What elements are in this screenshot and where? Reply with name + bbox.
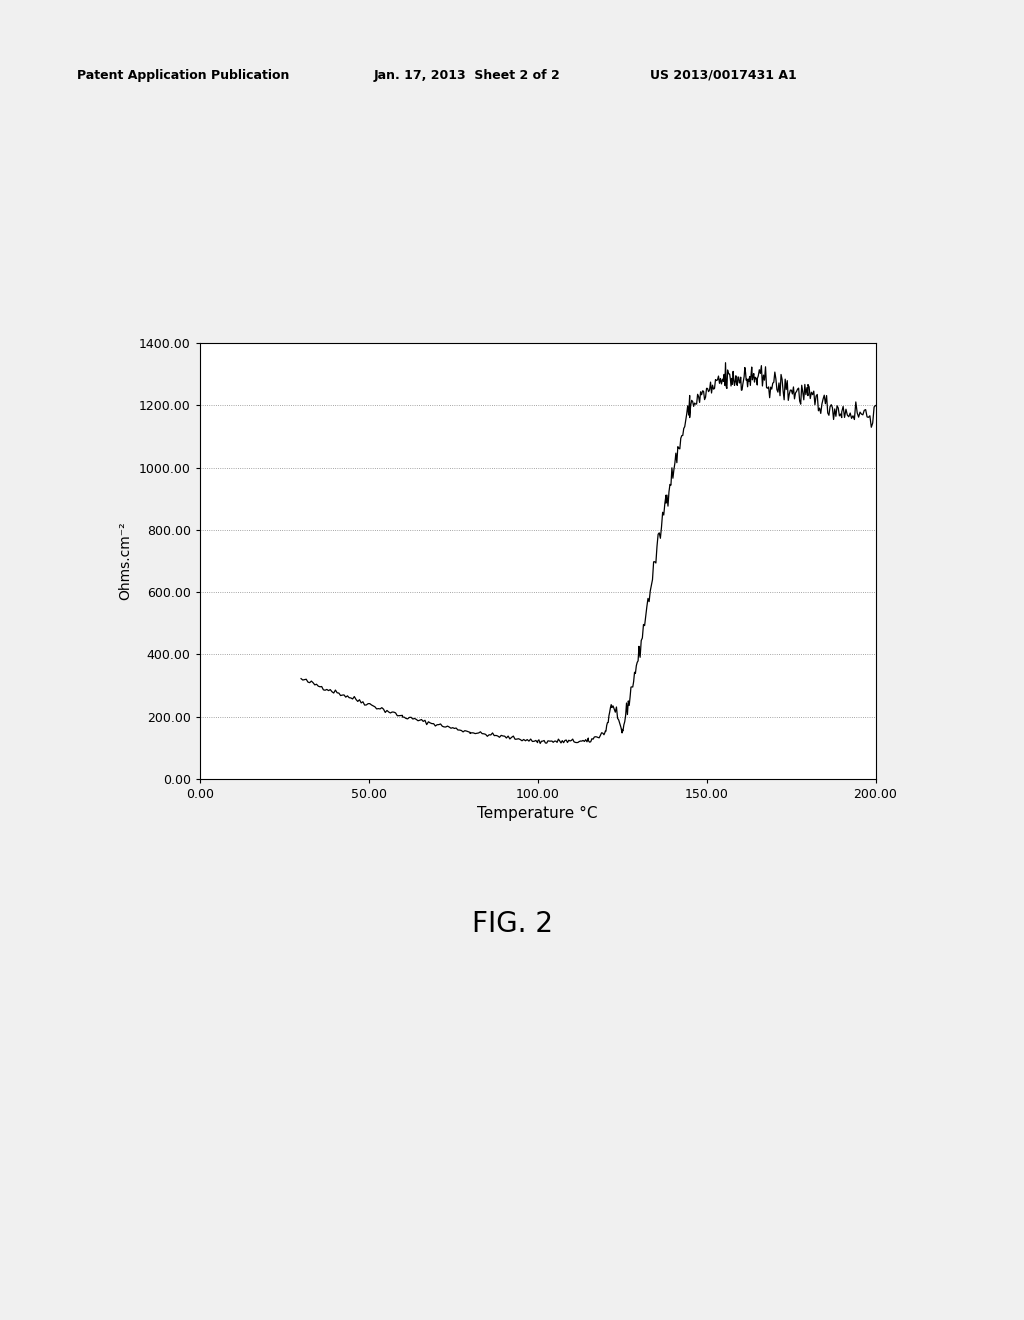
Text: Jan. 17, 2013  Sheet 2 of 2: Jan. 17, 2013 Sheet 2 of 2 bbox=[374, 69, 560, 82]
Y-axis label: Ohms.cm⁻²: Ohms.cm⁻² bbox=[118, 521, 132, 601]
X-axis label: Temperature °C: Temperature °C bbox=[477, 807, 598, 821]
Text: FIG. 2: FIG. 2 bbox=[471, 909, 553, 939]
Text: Patent Application Publication: Patent Application Publication bbox=[77, 69, 289, 82]
Text: US 2013/0017431 A1: US 2013/0017431 A1 bbox=[650, 69, 797, 82]
